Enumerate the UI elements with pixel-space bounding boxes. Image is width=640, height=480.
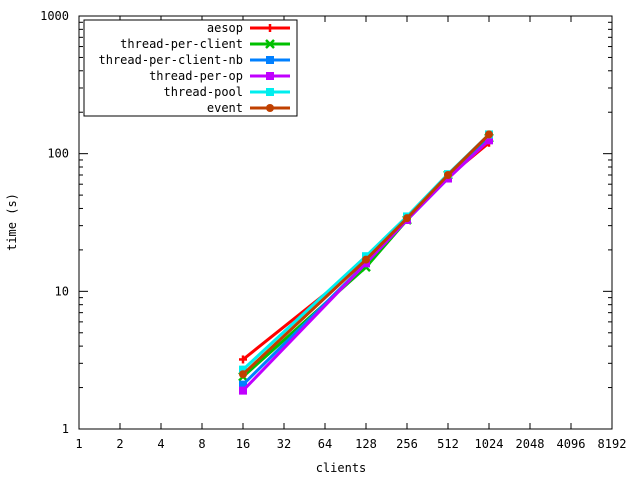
axis-ticks: 1 2 4 8 16 32 64 128 256 512 1024 2048 4096 8192 1 10 10… xyxy=(40,9,626,451)
x-tick-label: 8 xyxy=(198,437,205,451)
legend-label: thread-per-client-nb xyxy=(99,53,244,67)
legend-label: thread-per-op xyxy=(149,69,243,83)
series-layer xyxy=(238,130,494,395)
x-tick-label: 2048 xyxy=(516,437,545,451)
legend-entry: thread-per-client xyxy=(120,37,290,51)
series-thread-per-op xyxy=(239,136,493,395)
x-tick-label: 1 xyxy=(75,437,82,451)
legend-label: event xyxy=(207,101,243,115)
y-axis-label: time (s) xyxy=(5,193,19,251)
x-tick-label: 4096 xyxy=(557,437,586,451)
x-tick-label: 256 xyxy=(396,437,418,451)
y-tick-label: 1 xyxy=(62,422,69,436)
x-tick-label: 128 xyxy=(355,437,377,451)
y-tick-label: 100 xyxy=(47,147,69,161)
data-point xyxy=(403,214,411,223)
legend-entry: thread-per-client-nb xyxy=(99,53,290,67)
y-tick-label: 10 xyxy=(55,284,69,298)
legend-box xyxy=(83,19,298,117)
legend-marker xyxy=(266,88,274,96)
x-tick-label: 4 xyxy=(157,437,164,451)
legend-label: aesop xyxy=(207,21,243,35)
legend-marker xyxy=(266,56,274,64)
data-point xyxy=(239,386,247,395)
legend-entry: thread-per-op xyxy=(149,69,290,83)
data-point xyxy=(444,170,452,179)
x-axis-label: clients xyxy=(316,461,367,475)
x-tick-label: 8192 xyxy=(598,437,627,451)
data-point xyxy=(239,355,247,364)
data-point xyxy=(485,130,493,139)
legend: aesop thread-per-client thread-per-client-… xyxy=(83,19,298,117)
plot-frame xyxy=(78,15,613,430)
legend-label: thread-pool xyxy=(164,85,243,99)
x-tick-label: 64 xyxy=(318,437,332,451)
x-tick-label: 512 xyxy=(437,437,459,451)
data-point xyxy=(362,255,370,264)
data-point xyxy=(485,136,493,145)
x-tick-label: 32 xyxy=(277,437,291,451)
data-point xyxy=(239,380,247,389)
x-tick-label: 2 xyxy=(116,437,123,451)
data-point xyxy=(239,370,247,379)
legend-marker xyxy=(266,24,274,32)
legend-entry: aesop xyxy=(207,21,290,35)
legend-marker xyxy=(266,72,274,80)
legend-marker xyxy=(265,39,275,49)
data-point xyxy=(239,365,247,374)
legend-label: thread-per-client xyxy=(120,37,243,51)
legend-entry: thread-pool xyxy=(164,85,290,99)
x-tick-label: 1024 xyxy=(475,437,504,451)
legend-marker xyxy=(266,104,274,112)
series-event xyxy=(239,130,493,379)
x-tick-label: 16 xyxy=(236,437,250,451)
y-tick-label: 1000 xyxy=(40,9,69,23)
legend-entry: event xyxy=(207,101,290,115)
